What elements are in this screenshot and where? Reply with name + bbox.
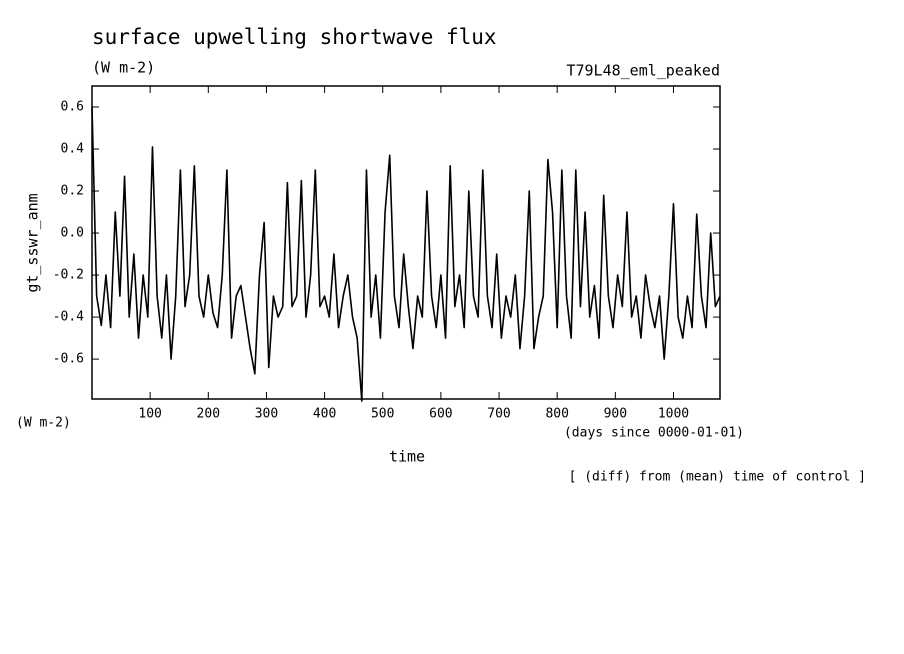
y-units: (W m-2) (16, 416, 71, 431)
y-axis-label: gt_sswr_anm (24, 193, 42, 292)
y-tick-label: -0.4 (53, 310, 84, 325)
plot-frame (91, 85, 721, 400)
subtitle: (W m-2) (92, 59, 155, 77)
x-tick-label: 800 (545, 407, 568, 422)
x-tick-label: 1000 (658, 407, 689, 422)
x-axis-label: time (389, 448, 425, 466)
x-tick-label: 500 (371, 407, 394, 422)
data-line (91, 106, 721, 402)
y-tick-label: 0.6 (61, 100, 84, 115)
x-tick-label: 300 (255, 407, 278, 422)
y-tick-label: -0.2 (53, 268, 84, 283)
x-units: (days since 0000-01-01) (564, 426, 744, 441)
y-tick-label: 0.0 (61, 226, 84, 241)
experiment: T79L48_eml_peaked (566, 62, 720, 80)
x-tick-label: 100 (138, 407, 161, 422)
x-tick-label: 700 (487, 407, 510, 422)
y-tick-label: 0.4 (61, 142, 85, 157)
x-tick-label: 400 (313, 407, 336, 422)
annotation: [ (diff) from (mean) time of control ] (569, 470, 866, 485)
y-tick-label: 0.2 (61, 184, 84, 199)
y-tick-label: -0.6 (53, 352, 84, 367)
x-tick-label: 200 (197, 407, 220, 422)
x-tick-label: 900 (604, 407, 627, 422)
x-tick-label: 600 (429, 407, 452, 422)
chart-title: surface upwelling shortwave flux (92, 25, 497, 49)
